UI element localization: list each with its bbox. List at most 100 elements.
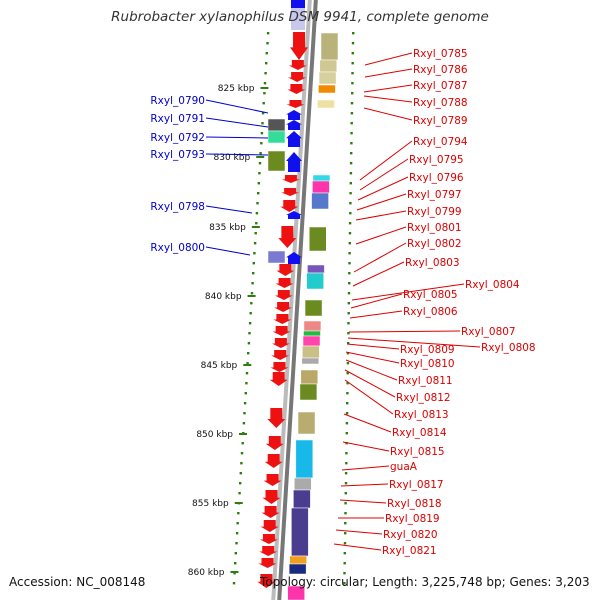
reverse-leader-line	[345, 351, 400, 364]
guide-dot-left	[243, 402, 247, 405]
guide-dot-left	[234, 552, 237, 555]
reverse-gene-arrow	[271, 338, 290, 348]
reverse-gene-label: Rxyl_0808	[481, 342, 536, 354]
reverse-gene-label: Rxyl_0813	[394, 409, 449, 421]
annotation-box	[307, 264, 325, 274]
guide-dot-right	[346, 362, 350, 365]
forward-leader-line	[205, 246, 251, 256]
reverse-gene-label: Rxyl_0797	[407, 189, 462, 201]
guide-dot-left	[248, 322, 252, 325]
guide-dot-right	[350, 122, 353, 125]
reverse-leader-line	[359, 158, 409, 191]
reverse-gene-arrow	[265, 436, 284, 450]
reverse-gene-arrow	[269, 372, 288, 386]
guide-dot-left	[257, 192, 260, 195]
guide-dot-right	[345, 422, 349, 425]
reverse-gene-arrow	[258, 558, 277, 568]
annotation-box	[288, 563, 307, 575]
reverse-gene-arrow	[288, 72, 307, 82]
guide-dot-left	[266, 42, 269, 45]
guide-dot-right	[350, 152, 353, 155]
annotation-box	[293, 489, 311, 509]
guide-dot-right	[344, 492, 347, 495]
reverse-gene-label: Rxyl_0819	[385, 513, 440, 525]
guide-dot-left	[264, 72, 267, 75]
reverse-gene-label: Rxyl_0815	[390, 446, 445, 458]
reverse-gene-label: Rxyl_0821	[382, 545, 437, 557]
reverse-gene-label: Rxyl_0787	[413, 80, 468, 92]
guide-dot-left	[266, 32, 270, 35]
guide-dot-right	[351, 82, 354, 85]
reverse-leader-line	[333, 543, 382, 551]
forward-gene-arrow	[286, 131, 302, 147]
guide-dot-right	[346, 372, 349, 375]
guide-dot-left	[242, 422, 246, 425]
reverse-gene-label: Rxyl_0804	[465, 279, 520, 291]
scale-tick-label: 840 kbp	[205, 292, 242, 302]
annotation-box	[302, 345, 320, 359]
forward-leader-line	[205, 205, 253, 214]
reverse-leader-line	[355, 226, 407, 245]
reverse-gene-arrow	[275, 278, 294, 288]
guide-dot-right	[346, 382, 349, 385]
reverse-gene-arrow	[261, 506, 280, 518]
guide-dot-right	[348, 282, 351, 285]
reverse-leader-line	[363, 107, 413, 121]
annotation-box	[304, 299, 323, 317]
guide-dot-right	[350, 102, 354, 105]
guide-dot-right	[344, 512, 347, 515]
guide-dot-left	[238, 492, 241, 495]
reverse-gene-label: Rxyl_0812	[396, 392, 451, 404]
reverse-gene-label: Rxyl_0818	[387, 498, 442, 510]
annotation-box	[312, 180, 330, 194]
guide-dot-right	[343, 542, 347, 545]
guide-dot-left	[248, 332, 251, 335]
guide-dot-left	[252, 272, 255, 275]
guide-dot-left	[265, 52, 268, 55]
guide-dot-left	[259, 152, 262, 155]
reverse-leader-line	[345, 359, 398, 381]
guide-dot-right	[344, 532, 347, 535]
guide-dot-left	[260, 132, 264, 135]
annotation-box	[291, 507, 309, 557]
reverse-gene-arrow	[287, 84, 306, 94]
reverse-gene-label: Rxyl_0811	[398, 375, 453, 387]
backbone-line	[277, 0, 318, 600]
reverse-gene-arrow	[278, 226, 297, 248]
reverse-leader-line	[349, 310, 403, 319]
forward-gene-arrow	[286, 120, 302, 130]
guide-dot-left	[255, 212, 259, 215]
guide-dot-right	[343, 582, 346, 585]
guide-dot-left	[263, 92, 266, 95]
reverse-gene-label: Rxyl_0820	[383, 529, 438, 541]
reverse-leader-line	[363, 95, 413, 103]
forward-leader-line	[205, 153, 269, 156]
reverse-gene-arrow	[257, 574, 276, 588]
forward-gene-arrow	[286, 211, 302, 219]
map-title: Rubrobacter xylanophilus DSM 9941, compl…	[111, 9, 489, 25]
forward-leader-line	[205, 117, 269, 128]
reverse-gene-label: Rxyl_0809	[400, 344, 455, 356]
guide-dot-right	[344, 472, 348, 475]
topology-label: Topology: circular; Length: 3,225,748 bp…	[260, 575, 590, 589]
scale-tick-label: 830 kbp	[214, 153, 251, 163]
forward-gene-label: Rxyl_0798	[150, 201, 205, 213]
guide-dot-left	[261, 112, 265, 115]
reverse-gene-arrow	[260, 520, 279, 532]
forward-gene-label: Rxyl_0800	[150, 242, 205, 254]
guide-dot-right	[349, 162, 353, 165]
guide-dot-right	[345, 462, 348, 465]
guide-dot-left	[250, 302, 253, 305]
reverse-leader-line	[364, 52, 413, 66]
reverse-leader-line	[353, 242, 407, 273]
annotation-box	[302, 335, 321, 347]
annotation-box	[289, 555, 307, 565]
guide-dot-right	[346, 352, 350, 355]
guide-dot-right	[351, 62, 354, 65]
reverse-leader-line	[364, 68, 413, 78]
forward-leader-line	[205, 99, 269, 114]
forward-gene-top	[291, 0, 305, 8]
annotation-box	[309, 226, 327, 252]
annotation-box	[320, 32, 339, 61]
